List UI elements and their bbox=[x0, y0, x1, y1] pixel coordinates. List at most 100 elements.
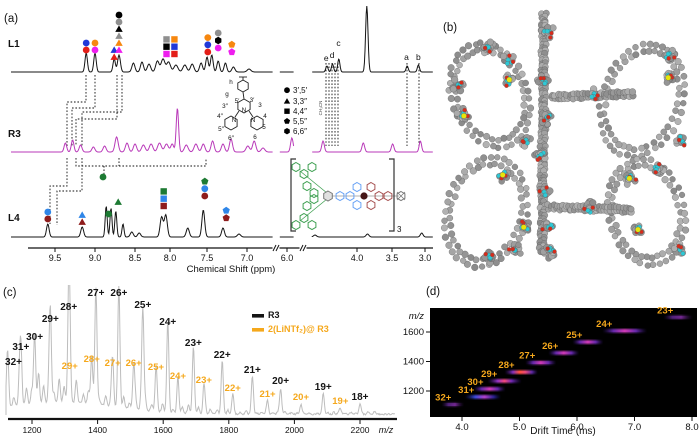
tick-label: 3.0 bbox=[419, 253, 432, 263]
drift-charge-label-30+: 30+ bbox=[467, 377, 484, 388]
circle-marker-icon bbox=[44, 208, 52, 216]
triangle-marker-icon bbox=[115, 25, 123, 32]
square-marker-icon bbox=[163, 50, 170, 58]
structure-position-label: N bbox=[232, 117, 237, 124]
circle-marker-icon bbox=[115, 18, 123, 26]
tick-label: 1400 bbox=[88, 425, 107, 435]
structure-position-label: N bbox=[251, 117, 256, 124]
circle-marker-icon bbox=[115, 11, 123, 19]
square-marker-icon bbox=[160, 202, 167, 210]
circle-marker-icon bbox=[44, 215, 52, 223]
circle-marker-icon bbox=[99, 173, 107, 181]
tick-label: 2000 bbox=[285, 425, 304, 435]
heatmap-background bbox=[430, 308, 697, 417]
spectrum-label-l1: L1 bbox=[8, 39, 20, 50]
tick-label: 8.5 bbox=[129, 253, 142, 263]
structure-position-label: 5 bbox=[262, 124, 266, 131]
drift-charge-label-26+: 26+ bbox=[542, 341, 559, 352]
charge-label-adduct-21+: 21+ bbox=[259, 389, 276, 400]
charge-label-r3-26+: 26+ bbox=[110, 288, 127, 299]
circle-marker-icon bbox=[201, 192, 209, 200]
drift-charge-label-23+: 23+ bbox=[657, 305, 674, 316]
tick-label: 1400 bbox=[403, 357, 424, 368]
charge-label-r3-32+: 32+ bbox=[5, 357, 22, 368]
charge-label-adduct-29+: 29+ bbox=[62, 361, 79, 372]
tick-label: 7.5 bbox=[201, 253, 214, 263]
square-marker-icon bbox=[160, 188, 167, 195]
tick-label: 1600 bbox=[403, 327, 424, 338]
charge-label-adduct-28+: 28+ bbox=[84, 354, 101, 365]
charge-label-r3-20+: 20+ bbox=[272, 376, 289, 387]
charge-label-adduct-20+: 20+ bbox=[293, 392, 310, 403]
circle-marker-icon bbox=[105, 210, 112, 218]
structure-position-label: h bbox=[229, 79, 233, 86]
legend-a-entry: 5,5″ bbox=[293, 117, 307, 126]
drift-streaks bbox=[441, 314, 694, 408]
legend-a-entry: 4,4″ bbox=[293, 107, 307, 116]
charge-label-adduct-27+: 27+ bbox=[105, 358, 122, 369]
spectrum-label-l4: L4 bbox=[8, 213, 20, 224]
peak-letter-a: a bbox=[404, 52, 409, 62]
peak-letter-e: e bbox=[324, 53, 329, 63]
legend-a-entry: 3′,5′ bbox=[293, 86, 308, 95]
charge-label-adduct-23+: 23+ bbox=[196, 375, 213, 386]
structure-position-label: N bbox=[242, 107, 247, 114]
structure-position-label: 6 bbox=[253, 134, 257, 141]
structure-position-label: 3 bbox=[258, 102, 262, 109]
pentagon-marker-icon bbox=[228, 40, 236, 48]
charge-label-r3-18+: 18+ bbox=[352, 392, 369, 403]
panel-label-b: (b) bbox=[443, 22, 458, 34]
nmr-trace-r3 bbox=[11, 108, 433, 153]
triangle-marker-icon bbox=[115, 39, 123, 46]
tick-label: 9.0 bbox=[89, 253, 102, 263]
structure-position-label: 6″ bbox=[228, 135, 235, 142]
charge-label-adduct-26+: 26+ bbox=[126, 358, 143, 369]
axis-d-xlabel: Drift Time (ms) bbox=[530, 426, 596, 437]
charge-label-r3-21+: 21+ bbox=[244, 365, 261, 376]
circle-marker-icon bbox=[82, 39, 90, 47]
peak-connector-lines bbox=[49, 63, 420, 225]
square-marker-icon bbox=[160, 195, 167, 202]
drift-charge-label-27+: 27+ bbox=[519, 351, 536, 362]
tick-label: 3.5 bbox=[386, 253, 399, 263]
drift-charge-label-31+: 31+ bbox=[458, 385, 475, 396]
pentagon-marker-icon bbox=[222, 206, 230, 214]
circle-marker-icon bbox=[91, 46, 99, 54]
charge-label-adduct-24+: 24+ bbox=[170, 371, 187, 382]
legend-a-entry: 3,3″ bbox=[293, 97, 307, 106]
axis-a-title: Chemical Shift (ppm) bbox=[187, 264, 276, 275]
square-marker-icon bbox=[284, 108, 290, 114]
axis-d: 4.0 5.0 6.0 7.0 8.0 1200 1400 1600 m/z Drift Time… bbox=[403, 311, 699, 437]
circle-marker-icon bbox=[214, 44, 222, 52]
spectrum-label-r3: R3 bbox=[8, 129, 21, 140]
triangle-marker-icon bbox=[110, 46, 118, 53]
charge-label-r3-22+: 22+ bbox=[214, 350, 231, 361]
structure-position-label: 5′ bbox=[235, 98, 241, 105]
panel-d-ion-mobility: 23+ 24+ 25+ 26+ 27+ 28+29+30+31+ 32+ 4.0 5.0 6.0 7… bbox=[403, 305, 699, 437]
square-marker-icon bbox=[163, 43, 170, 50]
tick-label: 4.0 bbox=[351, 253, 364, 263]
repeat-subscript: 3 bbox=[397, 225, 402, 234]
charge-label-r3-27+: 27+ bbox=[87, 288, 104, 299]
tick-label: 1200 bbox=[23, 425, 42, 435]
triangle-marker-icon bbox=[78, 218, 86, 225]
tick-label: 6.0 bbox=[570, 422, 583, 433]
drift-charge-label-28+: 28+ bbox=[498, 360, 515, 371]
tick-label: 8.0 bbox=[164, 253, 177, 263]
mass-spectrum-trace bbox=[5, 285, 396, 416]
charge-label-r3-29+: 29+ bbox=[42, 314, 59, 325]
tick-label: 5.0 bbox=[513, 422, 526, 433]
peak-letter-d: d bbox=[330, 50, 335, 60]
repeat-unit-structure bbox=[290, 158, 406, 232]
panel-c-mass-spectrum: 32+31+30+29+28+27+ 26+25+24+23+22+21+20+1… bbox=[5, 285, 397, 435]
structure-position-label: 4 bbox=[263, 113, 267, 120]
structure-position-label: g bbox=[225, 91, 229, 98]
hexagon-marker-icon bbox=[215, 36, 222, 45]
drift-charge-label-25+: 25+ bbox=[566, 330, 583, 341]
triangle-marker-icon bbox=[110, 53, 118, 60]
pentagon-marker-icon bbox=[228, 48, 236, 56]
tick-label: 1600 bbox=[154, 425, 173, 435]
circle-marker-icon bbox=[204, 34, 212, 41]
charge-label-r3-30+: 30+ bbox=[26, 332, 43, 343]
